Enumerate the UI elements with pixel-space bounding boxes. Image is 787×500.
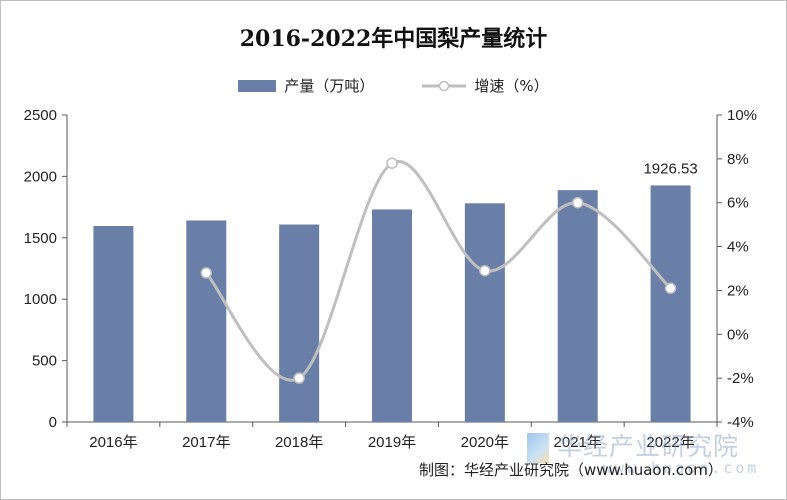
bar	[186, 220, 227, 422]
right-tick-label: 0%	[727, 326, 749, 343]
x-tick-label: 2020年	[461, 434, 509, 451]
legend: 产量（万吨） 增速（%）	[1, 75, 786, 96]
left-tick-label: 2000	[24, 168, 57, 185]
bar	[557, 190, 598, 422]
legend-item-growth: 增速（%）	[422, 75, 549, 96]
growth-point	[386, 157, 398, 169]
growth-point	[200, 267, 213, 279]
x-tick-label: 2022年	[646, 434, 694, 451]
growth-line	[205, 159, 672, 382]
right-tick-label: 2%	[727, 282, 749, 299]
legend-label-production: 产量（万吨）	[284, 77, 375, 95]
bar	[279, 224, 320, 422]
legend-item-production: 产量（万吨）	[238, 75, 374, 96]
bar	[464, 203, 505, 422]
legend-bar-swatch	[238, 79, 277, 92]
source-note: 制图：华经产业研究院（www.huaon.com）	[419, 461, 723, 479]
chart-title: 2016-2022年中国梨产量统计	[239, 26, 548, 52]
left-tick-label: 1000	[24, 291, 57, 308]
left-tick-label: 2500	[24, 107, 57, 124]
growth-point	[479, 264, 491, 277]
growth-point	[571, 196, 584, 209]
legend-label-growth: 增速（%）	[474, 77, 549, 95]
growth-point	[293, 372, 305, 384]
right-tick-label: -2%	[727, 370, 754, 387]
x-tick-label: 2019年	[368, 434, 416, 451]
legend-line-swatch	[422, 80, 467, 91]
bar	[93, 226, 134, 422]
right-tick-label: 10%	[727, 107, 757, 124]
x-tick-label: 2021年	[554, 434, 602, 451]
right-tick-label: 6%	[727, 195, 749, 212]
right-tick-label: 4%	[727, 239, 749, 256]
growth-point	[664, 282, 677, 294]
data-label: 1926.53	[643, 160, 697, 177]
x-tick-label: 2018年	[275, 434, 323, 451]
left-tick-label: 500	[32, 353, 57, 370]
x-tick-label: 2017年	[182, 434, 230, 451]
x-tick-label: 2016年	[89, 434, 137, 451]
right-tick-label: -4%	[727, 414, 754, 431]
bar	[372, 209, 412, 422]
left-tick-label: 1500	[24, 230, 57, 247]
left-tick-label: 0	[49, 414, 57, 431]
right-tick-label: 8%	[727, 151, 749, 168]
bar	[650, 185, 691, 422]
